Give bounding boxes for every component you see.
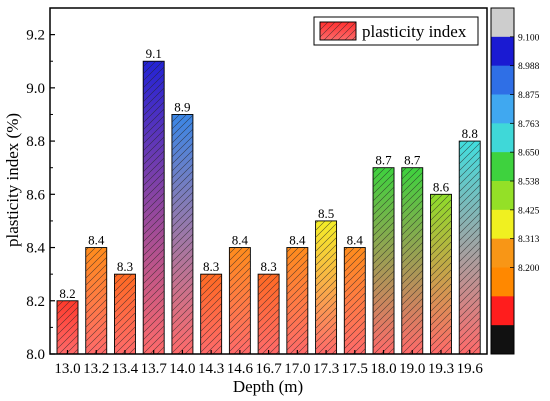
colorbar-segment [491,8,514,38]
x-tick-label: 17.5 [342,361,368,377]
x-tick-label: 14.0 [169,361,195,377]
x-tick-label: 19.3 [428,361,454,377]
y-tick-label: 8.4 [26,241,45,257]
bar-hatch [200,274,222,354]
x-tick-label: 19.0 [399,361,425,377]
y-tick-label: 8.8 [26,134,45,150]
bar-value-label: 8.9 [174,99,190,114]
legend: plasticity index [313,16,479,46]
x-tick-label: 13.0 [54,361,80,377]
bar-value-label: 8.4 [232,233,249,248]
colorbar-segment [491,296,514,326]
bars: 8.2 8.4 8.3 9.1 8.9 8.3 8.4 8.3 8.4 8.5 8.4 8.7 8.7 8… [56,46,481,355]
x-tick-label: 14.3 [198,361,224,377]
bar-value-label: 9.1 [146,46,162,61]
bar-hatch [114,274,136,354]
colorbar-segment [491,123,514,153]
bar-value-label: 8.6 [433,179,450,194]
colorbar-label: 8.763 [518,120,540,130]
x-tick-label: 17.0 [284,361,310,377]
y-tick-label: 8.0 [26,347,45,363]
y-tick-label: 9.0 [26,81,45,97]
legend-swatch-hatch [319,21,357,41]
x-tick-label: 13.7 [141,361,168,377]
x-tick-label: 19.6 [457,361,484,377]
colorbar-label: 8.875 [518,91,540,101]
x-tick-label: 17.3 [313,361,339,377]
bar-hatch [344,247,366,354]
bar-value-label: 8.4 [88,233,105,248]
colorbar: 9.100 8.988 8.875 8.763 8.650 8.538 8.425 8.313… [490,7,540,355]
x-tick-label: 16.7 [255,361,282,377]
y-axis-label: plasticity index (%) [3,113,22,247]
colorbar-segment [491,267,514,297]
colorbar-label: 8.988 [518,62,540,72]
bar-hatch [401,167,423,354]
bar-hatch [57,300,78,354]
bar-hatch [430,194,452,354]
x-axis-ticks: 13.0 13.2 13.4 13.7 14.0 14.3 14.6 16.7 17.0 17.3… [54,350,483,377]
bar-value-label: 8.3 [117,259,133,274]
x-tick-label: 14.6 [227,361,254,377]
bar-hatch [85,247,107,354]
bar-hatch [143,61,165,354]
y-tick-label: 8.6 [26,187,45,203]
plot-frame [49,7,488,355]
bar-hatch [171,114,193,354]
colorbar-label: 8.200 [518,264,540,274]
bar-value-label: 8.2 [59,286,75,301]
x-tick-label: 13.4 [112,361,139,377]
colorbar-segment [491,181,514,211]
colorbar-segment [491,209,514,240]
bar-value-label: 8.5 [318,206,334,221]
bar-value-label: 8.7 [375,153,392,168]
colorbar-segment [491,238,514,268]
colorbar-label: 8.538 [518,178,540,188]
bar-value-label: 8.8 [462,126,478,141]
colorbar-label: 8.650 [518,149,540,159]
colorbar-segment [491,65,514,95]
y-tick-label: 8.2 [26,294,45,310]
bar-hatch [459,141,481,354]
bar-hatch [229,247,251,354]
bar-value-label: 8.4 [347,233,364,248]
bar-value-label: 8.7 [404,153,421,168]
colorbar-label: 8.313 [518,235,540,245]
colorbar-segment [491,152,514,182]
colorbar-label: 8.425 [518,206,540,216]
colorbar-label: 9.100 [518,33,540,43]
legend-label: plasticity index [362,22,467,41]
colorbar-segment [491,325,514,355]
colorbar-segment [491,94,514,124]
bar-hatch [373,167,395,354]
bar-value-label: 8.4 [289,233,306,248]
x-tick-label: 13.2 [83,361,109,377]
bar-value-label: 8.3 [260,259,276,274]
bar-value-label: 8.3 [203,259,219,274]
x-tick-label: 18.0 [370,361,396,377]
y-tick-label: 9.2 [26,28,45,44]
bar-hatch [258,274,280,354]
colorbar-segment [491,36,514,67]
bar-hatch [286,247,308,354]
x-axis-label: Depth (m) [233,377,303,396]
bar-hatch [315,220,337,354]
